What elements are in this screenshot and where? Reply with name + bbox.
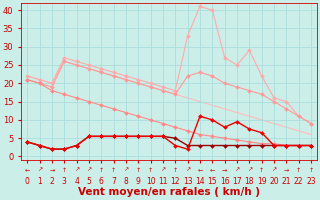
Text: 14: 14 (195, 177, 205, 186)
Text: ←: ← (210, 168, 215, 173)
Text: 21: 21 (282, 177, 291, 186)
Text: 3: 3 (62, 177, 67, 186)
Text: 20: 20 (269, 177, 279, 186)
Text: 23: 23 (306, 177, 316, 186)
Text: 1: 1 (37, 177, 42, 186)
Text: 16: 16 (220, 177, 229, 186)
Text: 0: 0 (25, 177, 30, 186)
Text: ↗: ↗ (86, 168, 92, 173)
Text: ↑: ↑ (99, 168, 104, 173)
Text: 19: 19 (257, 177, 267, 186)
Text: 13: 13 (183, 177, 192, 186)
Text: →: → (222, 168, 227, 173)
Text: 10: 10 (146, 177, 156, 186)
Text: 6: 6 (99, 177, 104, 186)
Text: 22: 22 (294, 177, 303, 186)
Text: ↑: ↑ (148, 168, 153, 173)
Text: ↑: ↑ (62, 168, 67, 173)
Text: 4: 4 (74, 177, 79, 186)
Text: 7: 7 (111, 177, 116, 186)
Text: ↗: ↗ (247, 168, 252, 173)
Text: ←: ← (197, 168, 203, 173)
Text: 9: 9 (136, 177, 141, 186)
Text: ↑: ↑ (136, 168, 141, 173)
Text: ↗: ↗ (160, 168, 165, 173)
Text: ↑: ↑ (259, 168, 264, 173)
Text: ↑: ↑ (111, 168, 116, 173)
Text: 8: 8 (124, 177, 128, 186)
Text: ↗: ↗ (123, 168, 129, 173)
Text: ↗: ↗ (234, 168, 240, 173)
X-axis label: Vent moyen/en rafales ( km/h ): Vent moyen/en rafales ( km/h ) (78, 187, 260, 197)
Text: 17: 17 (232, 177, 242, 186)
Text: ←: ← (25, 168, 30, 173)
Text: 15: 15 (207, 177, 217, 186)
Text: →: → (284, 168, 289, 173)
Text: ↗: ↗ (74, 168, 79, 173)
Text: ↗: ↗ (271, 168, 277, 173)
Text: 11: 11 (158, 177, 168, 186)
Text: ↑: ↑ (296, 168, 301, 173)
Text: ↑: ↑ (308, 168, 314, 173)
Text: ↗: ↗ (37, 168, 42, 173)
Text: ↗: ↗ (185, 168, 190, 173)
Text: 5: 5 (86, 177, 91, 186)
Text: ↑: ↑ (173, 168, 178, 173)
Text: 2: 2 (50, 177, 54, 186)
Text: →: → (49, 168, 54, 173)
Text: 18: 18 (244, 177, 254, 186)
Text: 12: 12 (171, 177, 180, 186)
